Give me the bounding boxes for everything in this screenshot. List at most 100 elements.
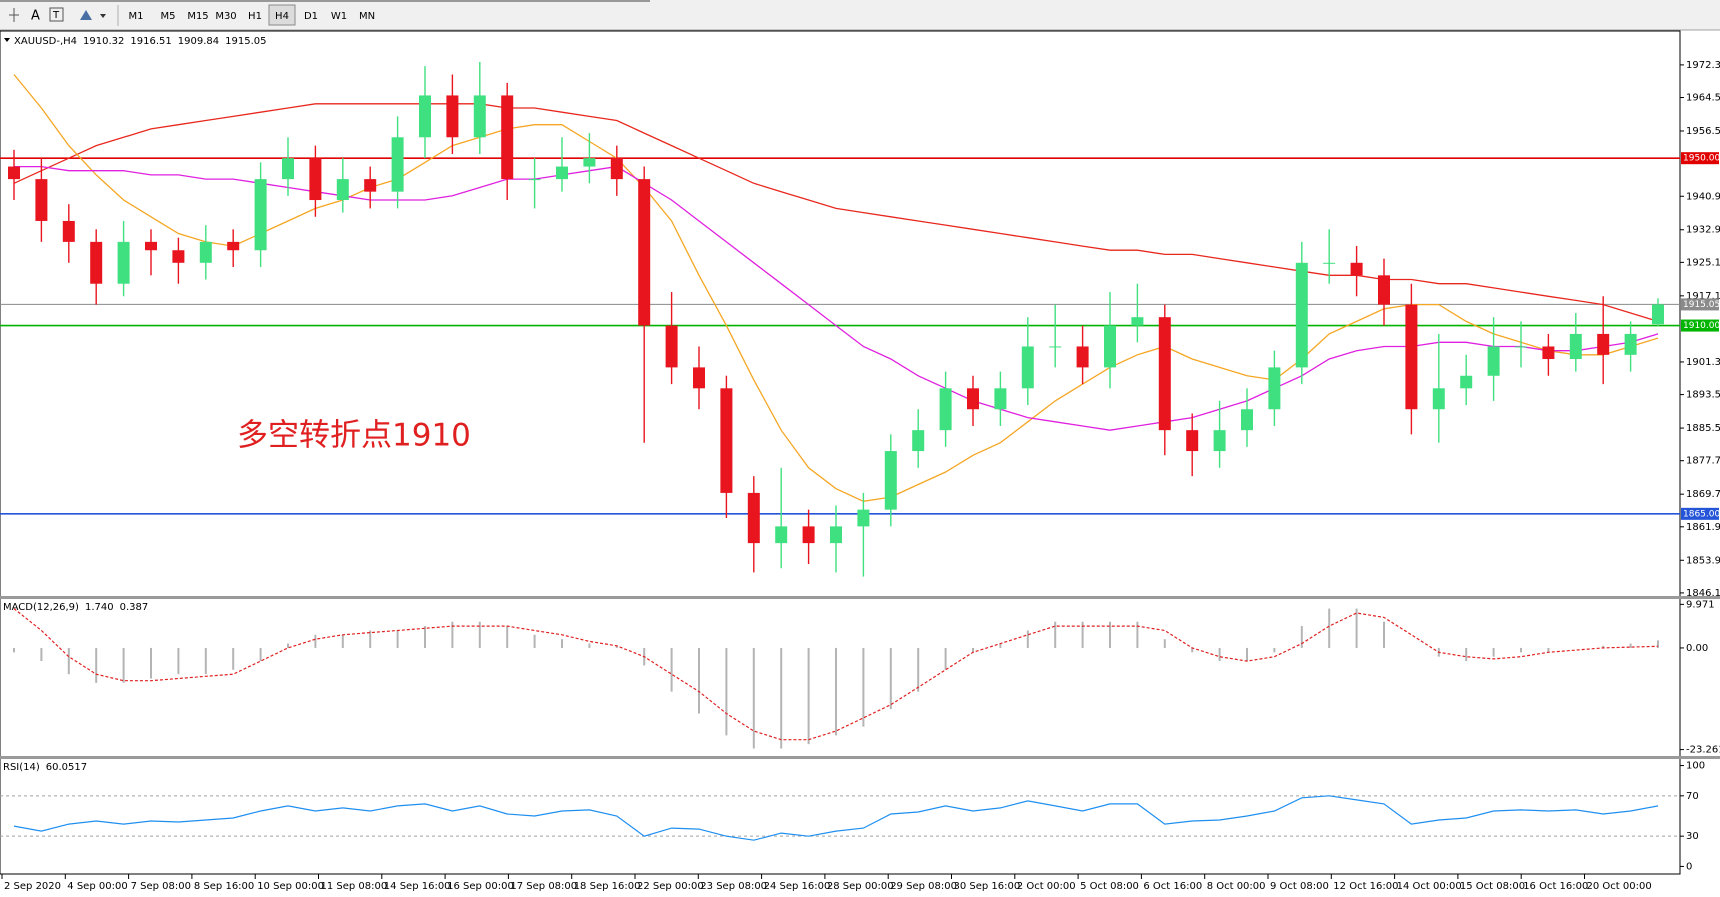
candle-body: [90, 241, 103, 284]
candle-body: [1569, 333, 1582, 360]
label-tool[interactable]: T: [49, 7, 64, 22]
x-tick-label: 5 Oct 08:00: [1080, 881, 1139, 892]
candle-body: [336, 179, 349, 201]
level-label-box: [1681, 152, 1719, 165]
y-tick-label: 1877.70: [1686, 456, 1720, 467]
candle-body: [1021, 346, 1034, 389]
x-tick-label: 15 Oct 08:00: [1460, 881, 1525, 892]
candle-body: [1460, 375, 1473, 389]
candle-body: [1405, 304, 1418, 410]
candle-body: [583, 158, 596, 167]
candle-body: [747, 492, 760, 544]
candle-body: [884, 451, 897, 510]
x-tick-label: 10 Sep 00:00: [257, 881, 324, 892]
candle-body: [199, 241, 212, 263]
candle-body: [665, 325, 678, 368]
candle-body: [1268, 367, 1281, 410]
x-tick-label: 7 Sep 08:00: [131, 881, 191, 892]
y-tick-label: 100: [1686, 761, 1705, 772]
y-tick-label: 1940.90: [1686, 191, 1720, 202]
candle-body: [1515, 346, 1527, 348]
level-label-box: [1681, 507, 1719, 520]
candle-body: [117, 241, 130, 284]
level-label: 1915.05: [1683, 300, 1720, 310]
x-tick-label: 6 Oct 16:00: [1143, 881, 1202, 892]
x-tick-label: 16 Oct 16:00: [1523, 881, 1588, 892]
candle-body: [1652, 304, 1664, 325]
x-tick-label: 22 Sep 00:00: [637, 881, 704, 892]
x-tick-label: 16 Sep 00:00: [447, 881, 514, 892]
x-tick-label: 9 Oct 08:00: [1270, 881, 1329, 892]
timeframe-label[interactable]: H4: [275, 11, 289, 22]
candle-body: [1295, 262, 1308, 368]
candle-body: [720, 388, 733, 493]
candle-body: [145, 241, 157, 251]
x-tick-label: 23 Sep 08:00: [700, 881, 767, 892]
candle-body: [473, 95, 486, 138]
candle-body: [528, 179, 541, 181]
x-tick-label: 18 Sep 16:00: [574, 881, 641, 892]
candle-body: [638, 179, 651, 326]
cursor-tool[interactable]: [3, 5, 25, 25]
x-tick-label: 4 Sep 00:00: [67, 881, 127, 892]
rsi-header: 60.0517: [46, 762, 87, 773]
timeframe-label[interactable]: M5: [161, 11, 176, 22]
svg-text:T: T: [52, 10, 60, 21]
x-tick-label: 2 Sep 2020: [4, 881, 61, 892]
timeframe-label[interactable]: MN: [359, 11, 375, 22]
y-tick-label: 1901.30: [1686, 357, 1720, 368]
shapes-dropdown[interactable]: [80, 10, 106, 20]
x-tick-label: 29 Sep 08:00: [890, 881, 957, 892]
candle-body: [1350, 262, 1363, 276]
y-tick-label: 9.971: [1686, 599, 1715, 610]
x-tick-label: 8 Sep 16:00: [194, 881, 254, 892]
candle-body: [1213, 430, 1226, 452]
y-tick-label: 1956.50: [1686, 126, 1720, 137]
x-tick-label: 11 Sep 08:00: [321, 881, 388, 892]
candle-body: [1597, 333, 1610, 355]
candle-body: [1624, 333, 1637, 355]
y-tick-label: 30: [1686, 831, 1699, 842]
level-label-box: [1681, 298, 1719, 311]
candle-body: [35, 179, 48, 221]
text-tool[interactable]: A: [31, 9, 40, 24]
plot-frame: [0, 30, 1681, 875]
x-tick-label: 8 Oct 00:00: [1207, 881, 1266, 892]
timeframe-label[interactable]: W1: [331, 11, 347, 22]
candle-body: [610, 158, 623, 180]
candle-body: [967, 388, 979, 410]
y-tick-label: 1932.90: [1686, 225, 1720, 236]
candle-body: [1542, 346, 1555, 360]
x-tick-label: 17 Sep 08:00: [510, 881, 577, 892]
candle-body: [775, 526, 788, 544]
candle-body: [1131, 317, 1144, 326]
header-triangle: [4, 38, 10, 42]
timeframe-button[interactable]: [268, 4, 296, 26]
timeframe-label[interactable]: M15: [187, 11, 208, 22]
x-tick-label: 30 Sep 16:00: [954, 881, 1021, 892]
candle-body: [254, 179, 267, 251]
candle-body: [1186, 430, 1199, 452]
x-tick-label: 28 Sep 00:00: [827, 881, 894, 892]
x-tick-label: 20 Oct 00:00: [1587, 881, 1652, 892]
timeframe-label[interactable]: M1: [129, 11, 144, 22]
annotation: 多空转折点1910: [237, 418, 471, 454]
rsi-header: RSI(14): [3, 762, 40, 773]
y-tick-label: 0.00: [1686, 643, 1708, 654]
timeframe-label[interactable]: M30: [215, 11, 236, 22]
y-tick-label: 1917.10: [1686, 291, 1720, 302]
candle-body: [802, 526, 815, 544]
y-tick-label: 1893.50: [1686, 390, 1720, 401]
y-tick-label: 1885.50: [1686, 423, 1720, 434]
timeframe-label[interactable]: D1: [304, 11, 318, 22]
y-tick-label: 70: [1686, 791, 1699, 802]
x-tick-label: 14 Oct 00:00: [1397, 881, 1462, 892]
y-tick-label: 1964.50: [1686, 93, 1720, 104]
candle-body: [1049, 346, 1062, 348]
x-tick-label: 24 Sep 16:00: [764, 881, 831, 892]
candle-body: [1378, 275, 1390, 305]
timeframe-label[interactable]: H1: [248, 11, 262, 22]
candle-body: [1076, 346, 1089, 368]
